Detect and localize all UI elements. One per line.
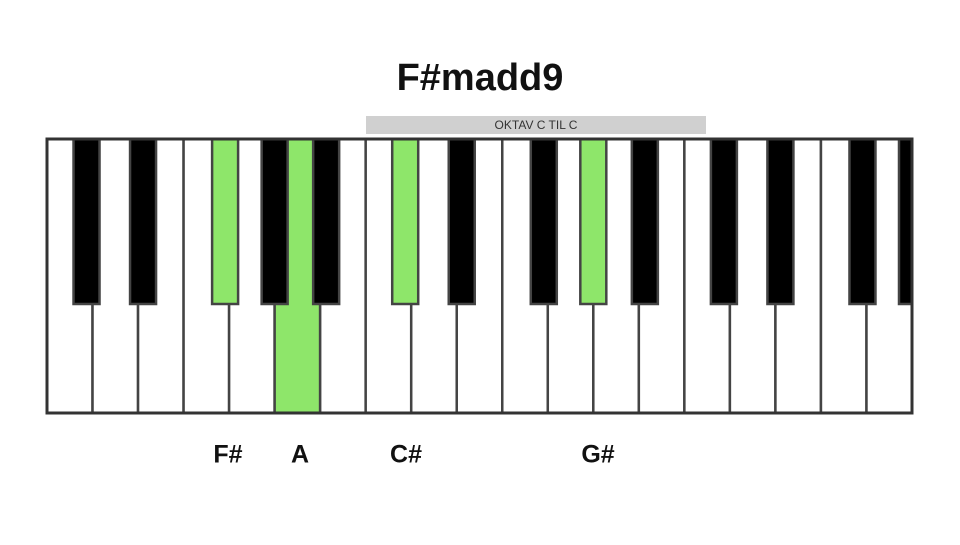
black-key [128,137,158,306]
octave-bar [366,116,706,134]
black-key [630,137,660,306]
black-key [390,137,420,306]
black-key [897,137,914,306]
black-key [529,137,559,306]
keyboard [45,137,914,415]
note-label: F# [213,441,242,469]
black-key [260,137,289,306]
chord-title: F#madd9 [397,57,564,99]
black-key [210,137,240,306]
note-label: G# [581,441,614,469]
black-key [766,137,795,306]
octave-label: OKTAV C TIL C [495,118,578,132]
keyboard-frame [45,137,914,415]
black-key [709,137,739,306]
note-label: A [291,441,309,469]
black-key [848,137,877,306]
black-key [311,137,341,306]
black-key [447,137,476,306]
black-key [72,137,101,306]
note-label: C# [390,441,422,469]
black-key [579,137,608,306]
